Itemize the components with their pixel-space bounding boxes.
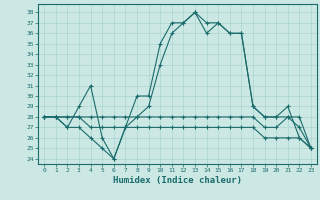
X-axis label: Humidex (Indice chaleur): Humidex (Indice chaleur) xyxy=(113,176,242,185)
